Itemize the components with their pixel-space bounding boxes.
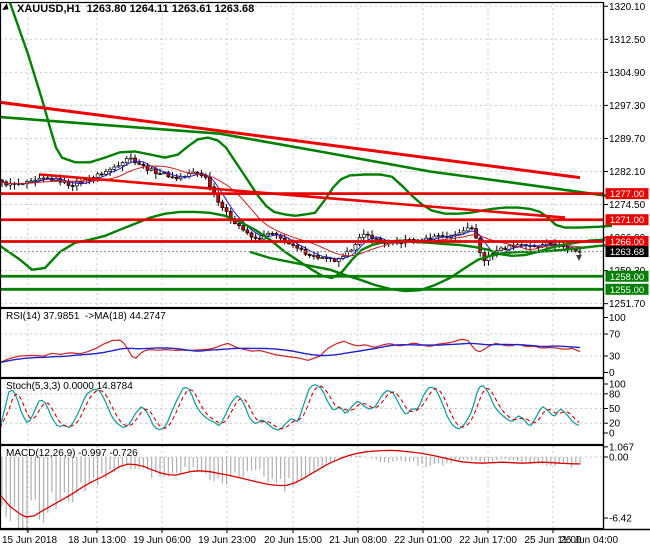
price-level-badge: 1266.00 — [605, 235, 649, 248]
last-price-arrow-icon — [576, 255, 582, 261]
time-axis-label: 26 Jun 04:00 — [560, 535, 618, 546]
svg-text:100: 100 — [609, 313, 626, 324]
svg-text:1297.30: 1297.30 — [609, 101, 646, 112]
macd-panel — [0, 449, 603, 533]
gridlines — [0, 3, 603, 528]
svg-text:20: 20 — [609, 419, 621, 430]
svg-text:1312.50: 1312.50 — [609, 35, 646, 46]
svg-text:1251.70: 1251.70 — [609, 299, 646, 310]
svg-text:1282.10: 1282.10 — [609, 167, 646, 178]
price-level-badge: 1277.00 — [605, 188, 649, 200]
svg-text:1258.00: 1258.00 — [610, 272, 644, 283]
svg-text:1266.00: 1266.00 — [610, 237, 644, 248]
svg-text:70: 70 — [609, 330, 621, 341]
price-level-badge: 1258.00 — [605, 270, 649, 283]
svg-text:0.00: 0.00 — [609, 453, 629, 464]
time-axis-label: 20 Jun 15:00 — [264, 535, 322, 546]
price-moving-averages — [1, 160, 581, 260]
time-axis[interactable]: 15 Jun 2018 18 Jun 13:00 19 Jun 06:00 19 Ju… — [2, 530, 618, 546]
svg-text:1271.00: 1271.00 — [610, 215, 644, 226]
price-level-badge: 1255.00 — [605, 283, 649, 296]
svg-text:1255.00: 1255.00 — [610, 285, 644, 296]
candlestick-series[interactable] — [0, 153, 582, 267]
svg-text:1289.70: 1289.70 — [609, 134, 646, 145]
svg-text:0: 0 — [609, 368, 615, 379]
panel-borders — [0, 1, 650, 531]
time-axis-label: 15 Jun 2018 — [2, 535, 57, 546]
svg-text:1263.68: 1263.68 — [610, 247, 644, 258]
trendlines[interactable] — [0, 100, 608, 219]
svg-text:100: 100 — [609, 380, 626, 391]
price-level-badge: 1271.00 — [605, 214, 649, 226]
price-level-badge: 1263.68 — [605, 246, 649, 258]
rsi-panel — [0, 333, 603, 364]
time-axis-label: 18 Jun 13:00 — [68, 535, 126, 546]
svg-text:1320.10: 1320.10 — [609, 2, 646, 13]
svg-text:-6.42: -6.42 — [609, 513, 632, 524]
time-axis-label: 22 Jun 17:00 — [459, 535, 517, 546]
support-resistance-levels[interactable] — [0, 192, 603, 291]
time-axis-label: 19 Jun 23:00 — [198, 535, 256, 546]
time-axis-label: 25 Jun 11:00 — [524, 535, 582, 546]
svg-text:30: 30 — [609, 352, 621, 363]
time-axis-label: 22 Jun 01:00 — [394, 535, 452, 546]
svg-text:1277.00: 1277.00 — [610, 189, 644, 200]
svg-text:50: 50 — [609, 404, 621, 415]
stochastic-panel — [0, 384, 603, 431]
time-axis-label: 19 Jun 06:00 — [133, 535, 191, 546]
time-axis-label: 21 Jun 08:00 — [329, 535, 387, 546]
svg-text:0: 0 — [609, 429, 615, 440]
svg-text:1304.90: 1304.90 — [609, 68, 646, 79]
svg-text:1274.50: 1274.50 — [609, 200, 646, 211]
price-axis[interactable]: 1320.10 1312.50 1304.90 1297.30 1289.70 1282.… — [604, 2, 649, 525]
svg-text:80: 80 — [609, 389, 621, 400]
svg-text:1.067: 1.067 — [609, 442, 634, 453]
